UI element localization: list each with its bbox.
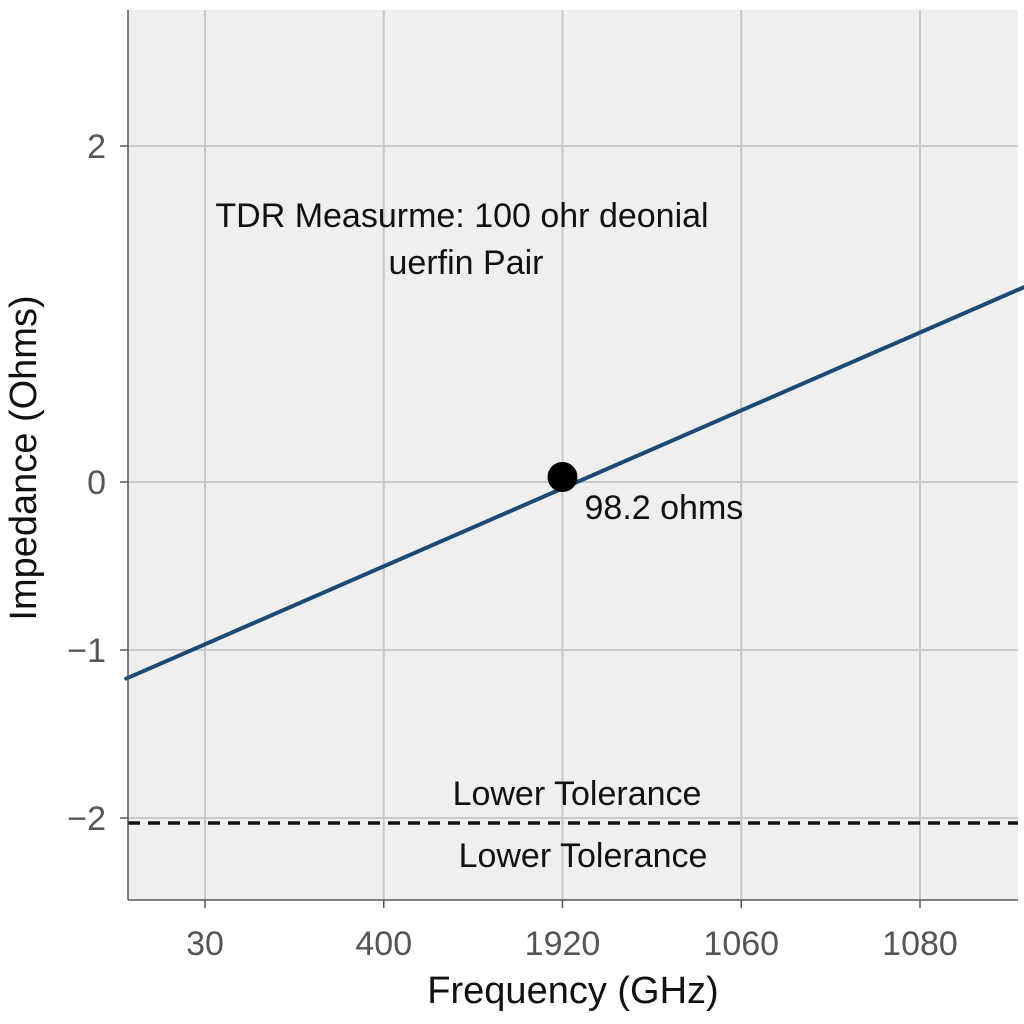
y-tick-label: −1 xyxy=(67,632,106,670)
x-ticks: 30 400 1920 1060 1080 xyxy=(186,900,958,963)
title-layer: TDR Measurme: 100 ohr deonial uerfin Pair xyxy=(215,197,708,282)
impedance-line xyxy=(124,284,1024,681)
data-point-marker xyxy=(547,461,578,492)
y-tick-label: 0 xyxy=(87,464,106,502)
x-tick-label: 1080 xyxy=(882,925,958,963)
grid xyxy=(128,10,1018,900)
x-tick-label: 30 xyxy=(186,925,224,963)
chart-title-line-1: TDR Measurme: 100 ohr deonial xyxy=(215,197,708,235)
y-tick-label: 2 xyxy=(87,128,106,166)
lower-tolerance-label-above: Lower Tolerance xyxy=(453,775,702,813)
y-axis-title: Impedance (Ohms) xyxy=(3,295,45,620)
x-axis-title: Frequency (GHz) xyxy=(427,970,718,1012)
series xyxy=(124,284,1024,681)
x-tick-label: 400 xyxy=(355,925,412,963)
y-tick-label: −2 xyxy=(67,800,106,838)
chart-title-line-2: uerfin Pair xyxy=(389,244,544,282)
x-tick-label: 1920 xyxy=(525,925,601,963)
plot-background xyxy=(128,10,1018,900)
marker-layer: 98.2 ohms xyxy=(547,461,744,527)
y-ticks: 420−1−2 xyxy=(67,128,128,838)
data-point-label: 98.2 ohms xyxy=(585,489,744,527)
x-tick-label: 1060 xyxy=(703,925,779,963)
lower-tolerance-label-below: Lower Tolerance xyxy=(459,837,708,875)
